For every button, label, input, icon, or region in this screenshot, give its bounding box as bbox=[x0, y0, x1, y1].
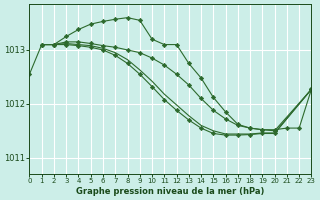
X-axis label: Graphe pression niveau de la mer (hPa): Graphe pression niveau de la mer (hPa) bbox=[76, 187, 265, 196]
